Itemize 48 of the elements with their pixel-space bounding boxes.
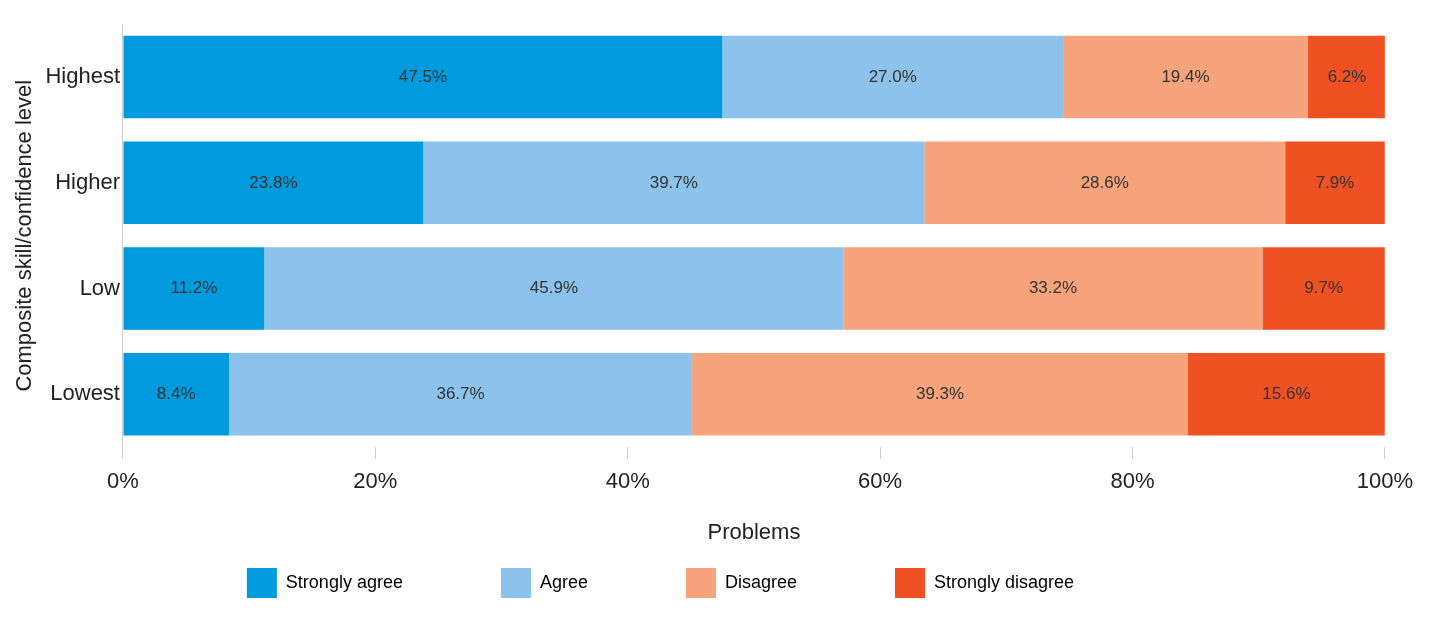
bar bbox=[123, 353, 229, 436]
x-tick-label: 0% bbox=[107, 468, 139, 494]
data-label: 45.9% bbox=[529, 278, 579, 298]
bar bbox=[123, 35, 723, 119]
bar bbox=[123, 247, 265, 330]
bar bbox=[123, 141, 424, 225]
data-label: 36.7% bbox=[436, 384, 485, 404]
data-label: 28.6% bbox=[1080, 172, 1129, 192]
data-label: 47.5% bbox=[398, 66, 448, 86]
data-label: 33.2% bbox=[1028, 278, 1078, 298]
bar bbox=[843, 247, 1263, 330]
bar bbox=[1262, 247, 1385, 330]
data-label: 39.7% bbox=[649, 172, 698, 192]
x-axis-title: Problems bbox=[707, 518, 801, 544]
legend-label: Strongly agree bbox=[285, 571, 483, 592]
data-label: 11.2% bbox=[170, 278, 218, 298]
y-tick-label: Low bbox=[79, 274, 121, 300]
legend-label: Strongly disagree bbox=[934, 571, 1155, 592]
bar bbox=[264, 247, 844, 330]
y-tick-label: Highest bbox=[45, 63, 120, 89]
bar bbox=[228, 353, 693, 436]
x-tick-label: 20% bbox=[353, 468, 398, 494]
data-label: 9.7% bbox=[1304, 278, 1344, 298]
x-tick-label: 40% bbox=[605, 468, 650, 494]
bar bbox=[423, 141, 925, 225]
bar bbox=[1307, 35, 1385, 119]
data-label: 19.4% bbox=[1161, 66, 1210, 86]
bar bbox=[924, 141, 1286, 225]
y-axis-title: Composite skill/confidence level bbox=[11, 79, 37, 392]
data-label: 6.2% bbox=[1327, 66, 1367, 86]
data-label: 23.8% bbox=[249, 172, 298, 192]
x-tick-label: 100% bbox=[1356, 468, 1414, 494]
legend-label: Agree bbox=[539, 571, 669, 592]
x-tick-label: 60% bbox=[858, 468, 903, 494]
y-tick-label: Lowest bbox=[50, 380, 120, 406]
data-label: 27.0% bbox=[868, 66, 917, 86]
bar bbox=[1188, 353, 1385, 436]
data-label: 8.4% bbox=[156, 384, 196, 404]
legend-label: Disagree bbox=[724, 571, 878, 592]
bar bbox=[722, 35, 1064, 119]
y-tick-label: Higher bbox=[55, 168, 120, 194]
bar bbox=[1063, 35, 1308, 119]
bar bbox=[692, 353, 1189, 436]
bar bbox=[1285, 141, 1385, 225]
data-label: 15.6% bbox=[1262, 384, 1311, 404]
data-label: 7.9% bbox=[1315, 172, 1355, 192]
x-tick-label: 80% bbox=[1110, 468, 1155, 494]
data-label: 39.3% bbox=[915, 384, 965, 404]
